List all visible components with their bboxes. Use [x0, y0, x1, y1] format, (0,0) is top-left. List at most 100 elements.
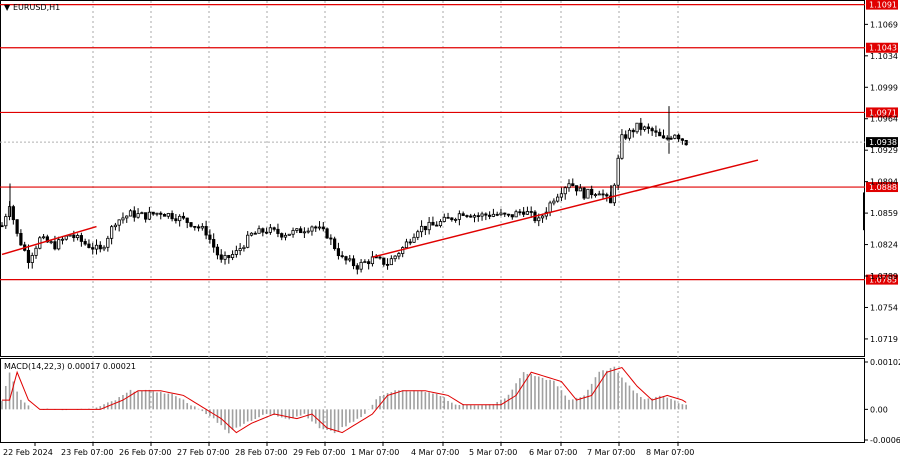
candle-body — [518, 211, 522, 214]
candle-body — [499, 212, 503, 216]
candle-body — [586, 188, 590, 199]
candle-body — [117, 219, 121, 226]
candle-body — [151, 211, 155, 215]
level-tag[interactable] — [866, 274, 898, 285]
level-tag[interactable] — [866, 182, 898, 193]
time-label: 7 Mar 07:00 — [587, 448, 635, 457]
candle-body — [631, 129, 635, 133]
candle-body — [283, 234, 288, 238]
price-axis[interactable]: 1.10691.10341.09991.09641.09291.08941.08… — [865, 20, 898, 344]
macd-label: MACD(14,22,3) 0.00017 0.00021 — [4, 362, 136, 371]
candle-body — [612, 184, 616, 204]
current-price-tag — [866, 137, 898, 148]
candle-body — [0, 225, 4, 228]
level-tag[interactable] — [866, 42, 898, 53]
level-value: 1.1043 — [869, 44, 897, 53]
level-tag[interactable] — [866, 0, 898, 10]
candle-body — [234, 250, 238, 255]
candle-body — [506, 213, 511, 216]
candle-body — [340, 255, 344, 258]
candle-body — [60, 238, 65, 241]
time-label: 26 Feb 07:00 — [119, 448, 171, 457]
candle-body — [91, 247, 95, 250]
time-axis[interactable]: 22 Feb 2024 23 Feb 07:00 26 Feb 07:00 27 Fe… — [3, 443, 694, 457]
candle-body — [559, 193, 564, 198]
candle-body — [166, 213, 170, 217]
trendline[interactable] — [1, 225, 97, 256]
candle-body — [525, 211, 530, 215]
trendline[interactable] — [372, 159, 759, 258]
level-tag[interactable] — [866, 107, 898, 118]
time-label: 4 Mar 07:00 — [411, 448, 459, 457]
candle-body — [654, 130, 658, 133]
candle-body — [491, 213, 496, 217]
candle-body — [355, 265, 359, 270]
candle-body — [257, 228, 261, 234]
candle-body — [446, 216, 450, 219]
candle-body — [193, 225, 197, 228]
candle-body — [4, 216, 8, 227]
support-resistance-levels[interactable]: 1.1091 1.1043 1.0971 1.0888 1.0785 — [0, 0, 898, 285]
time-label: 6 Mar 07:00 — [529, 448, 577, 457]
candle-body — [276, 228, 280, 234]
candle-body — [461, 213, 465, 216]
candle-body — [469, 215, 473, 218]
candle-body — [121, 217, 125, 221]
time-label: 29 Feb 07:00 — [293, 448, 345, 457]
candle-body — [102, 246, 106, 250]
candle-body — [268, 227, 272, 233]
candle-body — [574, 185, 579, 192]
candle-body — [495, 213, 499, 216]
candle-body — [159, 212, 163, 215]
candle-body — [661, 135, 666, 139]
price-pane[interactable] — [0, 0, 865, 357]
candle-body — [310, 226, 314, 232]
candle-body — [264, 231, 269, 234]
candle-body — [106, 237, 110, 248]
candle-body — [416, 231, 420, 238]
candle-body — [450, 217, 454, 221]
macd-indicator — [1, 366, 687, 434]
candle-body — [522, 211, 526, 215]
candle-body — [582, 187, 586, 199]
candle-body — [597, 193, 601, 196]
candle-body — [677, 134, 681, 140]
candle-body — [480, 213, 484, 217]
level-value: 1.0971 — [869, 108, 897, 117]
candle-body — [673, 134, 677, 139]
candle-body — [438, 221, 443, 227]
candle-body — [378, 256, 382, 259]
chart-menu-arrow-icon[interactable]: ▼ — [4, 3, 11, 12]
candle-body — [344, 256, 348, 261]
candle-body — [246, 234, 250, 248]
candle-body — [635, 122, 639, 133]
level-value: 1.0888 — [869, 183, 897, 192]
candle-body — [196, 226, 201, 229]
candle-body — [79, 235, 83, 242]
candle-body — [189, 222, 193, 227]
candle-body — [537, 217, 541, 222]
trendlines[interactable] — [1, 159, 759, 258]
candle-body — [170, 213, 174, 220]
price-label: 1.0754 — [870, 303, 898, 312]
candle-body — [325, 228, 329, 239]
candle-body — [147, 211, 152, 220]
candle-body — [650, 128, 654, 132]
candle-body — [295, 228, 299, 231]
price-label: 1.0859 — [870, 209, 898, 218]
candle-body — [287, 233, 291, 236]
candle-body — [336, 248, 341, 257]
candle-body — [382, 257, 386, 265]
candle-body — [627, 129, 632, 139]
price-label: 1.0999 — [870, 83, 898, 92]
candle-body — [457, 213, 461, 220]
chart-title: EURUSD,H1 — [13, 3, 60, 12]
level-value: 1.1091 — [869, 1, 897, 10]
candle-body — [185, 217, 189, 223]
candle-body — [401, 247, 405, 254]
candle-body — [601, 193, 605, 196]
candle-body — [404, 241, 409, 248]
candle-body — [314, 226, 318, 229]
macd-axis-label: -0.00066 — [870, 436, 900, 445]
